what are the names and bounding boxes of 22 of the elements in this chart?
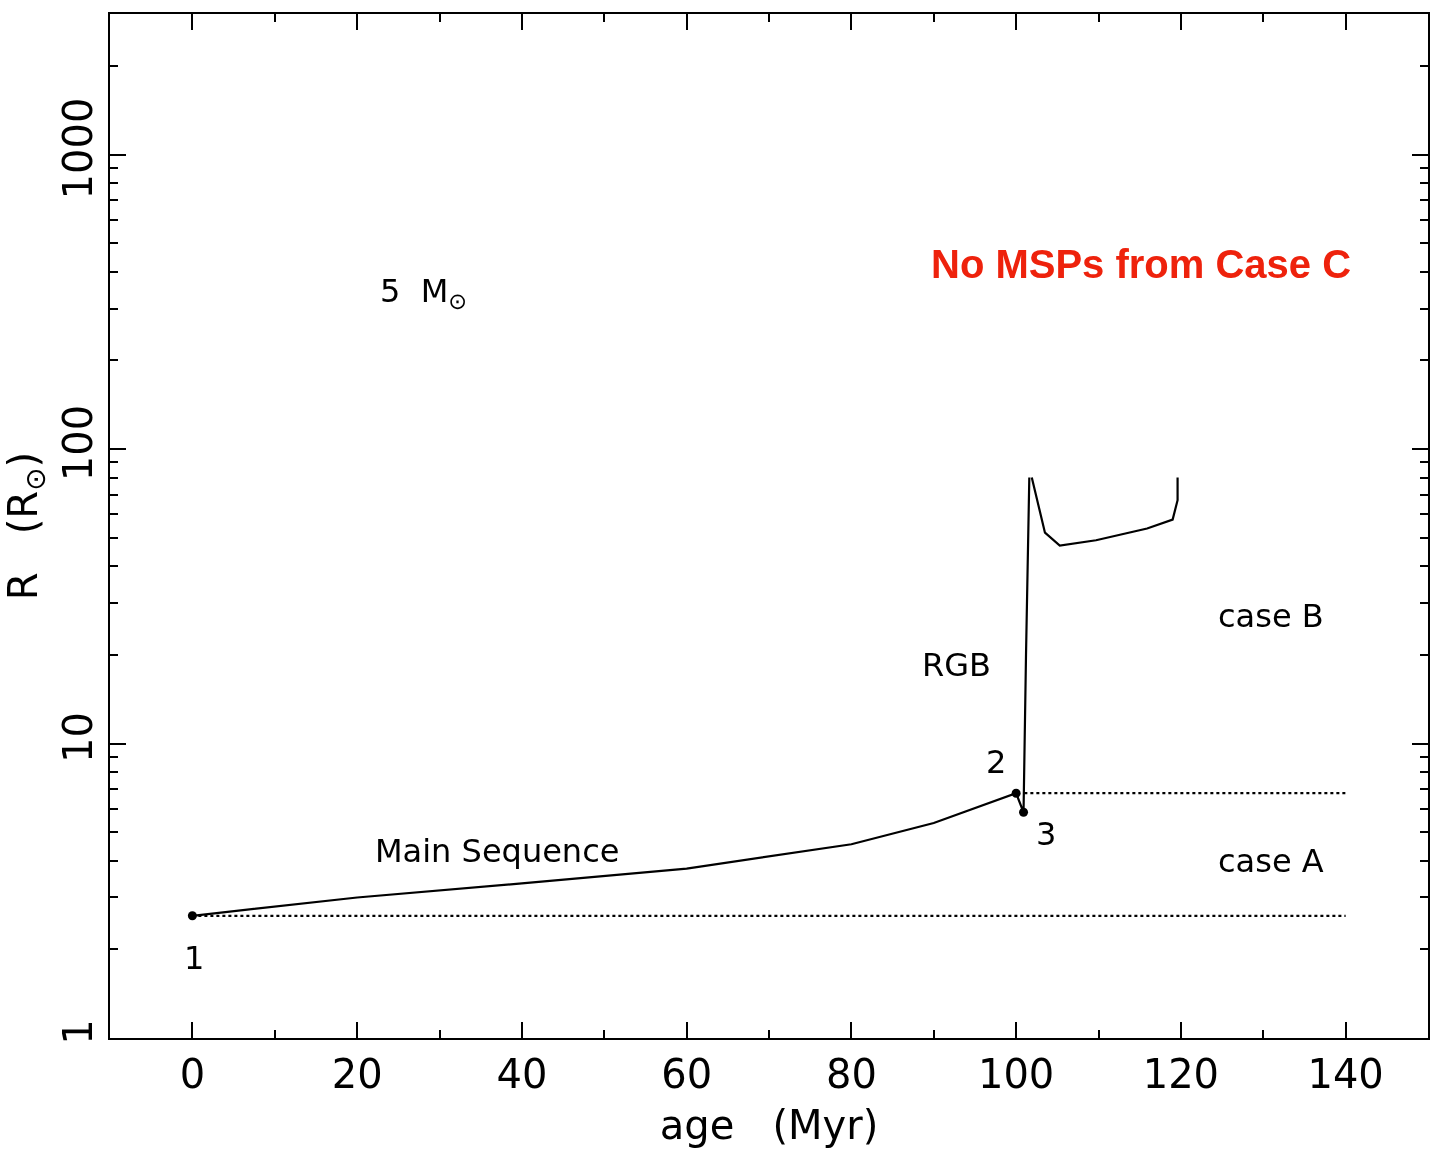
y-tick-label: 1000 (55, 97, 101, 200)
y-tick-label: 100 (55, 404, 101, 482)
annotation: case A (1218, 842, 1324, 880)
x-tick-label: 120 (1142, 1051, 1220, 1097)
x-tick-label: 140 (1307, 1051, 1384, 1097)
annotation: 5 M$_{⊙}$ (380, 272, 468, 314)
y-tick-label: 1 (55, 1019, 101, 1045)
x-tick-label: 80 (825, 1051, 877, 1097)
annotation: Main Sequence (375, 832, 620, 870)
x-tick-label: 0 (179, 1051, 206, 1097)
annotation: 1 (184, 939, 205, 977)
annotation: No MSPs from Case C (931, 242, 1352, 286)
x-axis-title: age (Myr) (659, 1102, 879, 1148)
annotation: 3 (1036, 815, 1057, 853)
x-tick-label: 40 (496, 1051, 548, 1097)
x-tick-label: 20 (331, 1051, 383, 1097)
annotation: RGB (922, 646, 991, 684)
annotation: case B (1218, 597, 1324, 635)
x-tick-label: 60 (661, 1051, 713, 1097)
y-tick-label: 10 (55, 712, 101, 763)
x-tick-label: 100 (977, 1051, 1055, 1097)
annotation: 2 (986, 743, 1007, 781)
